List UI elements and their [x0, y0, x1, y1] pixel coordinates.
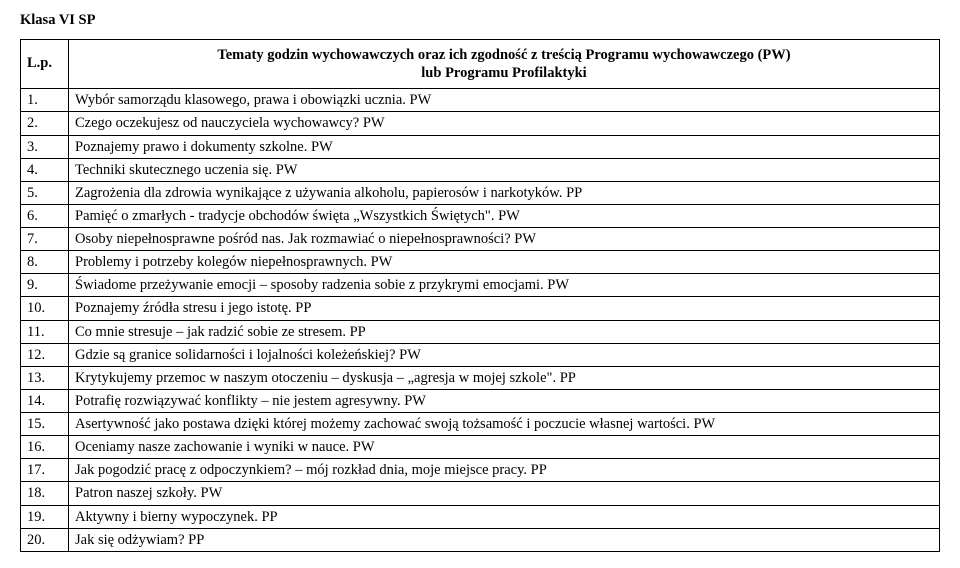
row-number: 20. [21, 528, 69, 551]
curriculum-table: L.p. Tematy godzin wychowawczych oraz ic… [20, 39, 940, 552]
table-row: 2.Czego oczekujesz od nauczyciela wychow… [21, 112, 940, 135]
row-number: 13. [21, 366, 69, 389]
table-row: 13.Krytykujemy przemoc w naszym otoczeni… [21, 366, 940, 389]
row-number: 11. [21, 320, 69, 343]
table-row: 7.Osoby niepełnosprawne pośród nas. Jak … [21, 228, 940, 251]
row-number: 9. [21, 274, 69, 297]
row-number: 12. [21, 343, 69, 366]
row-number: 1. [21, 89, 69, 112]
row-number: 5. [21, 181, 69, 204]
page-title: Klasa VI SP [20, 12, 940, 29]
row-number: 2. [21, 112, 69, 135]
header-line2: lub Programu Profilaktyki [73, 64, 935, 82]
row-number: 4. [21, 158, 69, 181]
table-row: 8.Problemy i potrzeby kolegów niepełnosp… [21, 251, 940, 274]
header-main: Tematy godzin wychowawczych oraz ich zgo… [69, 40, 940, 89]
header-lp: L.p. [21, 40, 69, 89]
row-text: Świadome przeżywanie emocji – sposoby ra… [69, 274, 940, 297]
row-number: 16. [21, 436, 69, 459]
table-row: 15.Asertywność jako postawa dzięki które… [21, 413, 940, 436]
table-row: 17.Jak pogodzić pracę z odpoczynkiem? – … [21, 459, 940, 482]
table-row: 10.Poznajemy źródła stresu i jego istotę… [21, 297, 940, 320]
row-text: Problemy i potrzeby kolegów niepełnospra… [69, 251, 940, 274]
row-number: 18. [21, 482, 69, 505]
row-number: 17. [21, 459, 69, 482]
row-number: 10. [21, 297, 69, 320]
table-row: 1.Wybór samorządu klasowego, prawa i obo… [21, 89, 940, 112]
row-text: Wybór samorządu klasowego, prawa i obowi… [69, 89, 940, 112]
row-number: 3. [21, 135, 69, 158]
row-text: Co mnie stresuje – jak radzić sobie ze s… [69, 320, 940, 343]
row-number: 8. [21, 251, 69, 274]
table-row: 5.Zagrożenia dla zdrowia wynikające z uż… [21, 181, 940, 204]
table-row: 12.Gdzie są granice solidarności i lojal… [21, 343, 940, 366]
table-row: 6.Pamięć o zmarłych - tradycje obchodów … [21, 204, 940, 227]
table-row: 18.Patron naszej szkoły. PW [21, 482, 940, 505]
row-text: Aktywny i bierny wypoczynek. PP [69, 505, 940, 528]
row-text: Gdzie są granice solidarności i lojalnoś… [69, 343, 940, 366]
table-row: 14.Potrafię rozwiązywać konflikty – nie … [21, 389, 940, 412]
row-text: Techniki skutecznego uczenia się. PW [69, 158, 940, 181]
table-row: 11.Co mnie stresuje – jak radzić sobie z… [21, 320, 940, 343]
row-text: Zagrożenia dla zdrowia wynikające z używ… [69, 181, 940, 204]
row-number: 15. [21, 413, 69, 436]
table-row: 19.Aktywny i bierny wypoczynek. PP [21, 505, 940, 528]
row-number: 14. [21, 389, 69, 412]
row-text: Jak pogodzić pracę z odpoczynkiem? – mój… [69, 459, 940, 482]
row-text: Jak się odżywiam? PP [69, 528, 940, 551]
row-text: Osoby niepełnosprawne pośród nas. Jak ro… [69, 228, 940, 251]
row-text: Poznajemy prawo i dokumenty szkolne. PW [69, 135, 940, 158]
row-text: Patron naszej szkoły. PW [69, 482, 940, 505]
row-text: Pamięć o zmarłych - tradycje obchodów św… [69, 204, 940, 227]
table-row: 9.Świadome przeżywanie emocji – sposoby … [21, 274, 940, 297]
row-text: Poznajemy źródła stresu i jego istotę. P… [69, 297, 940, 320]
table-header-row: L.p. Tematy godzin wychowawczych oraz ic… [21, 40, 940, 89]
table-row: 3.Poznajemy prawo i dokumenty szkolne. P… [21, 135, 940, 158]
row-text: Krytykujemy przemoc w naszym otoczeniu –… [69, 366, 940, 389]
row-number: 7. [21, 228, 69, 251]
row-text: Asertywność jako postawa dzięki której m… [69, 413, 940, 436]
header-line1: Tematy godzin wychowawczych oraz ich zgo… [73, 46, 935, 64]
row-number: 6. [21, 204, 69, 227]
table-row: 20.Jak się odżywiam? PP [21, 528, 940, 551]
row-text: Czego oczekujesz od nauczyciela wychowaw… [69, 112, 940, 135]
row-text: Oceniamy nasze zachowanie i wyniki w nau… [69, 436, 940, 459]
table-row: 4.Techniki skutecznego uczenia się. PW [21, 158, 940, 181]
table-row: 16.Oceniamy nasze zachowanie i wyniki w … [21, 436, 940, 459]
row-text: Potrafię rozwiązywać konflikty – nie jes… [69, 389, 940, 412]
row-number: 19. [21, 505, 69, 528]
